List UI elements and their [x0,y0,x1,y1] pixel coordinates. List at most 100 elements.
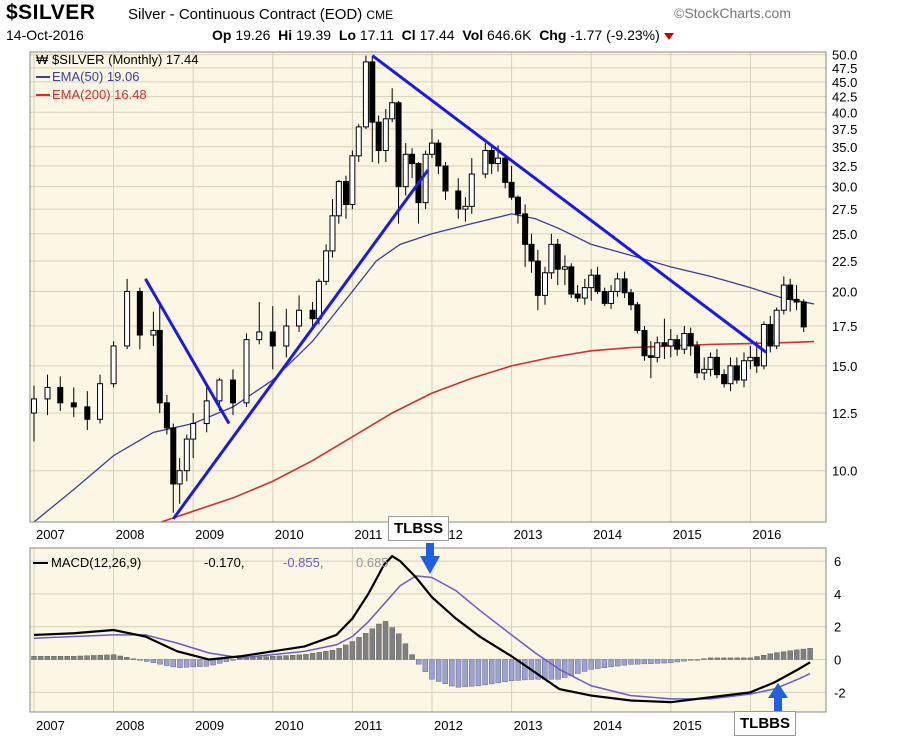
histogram-bar [561,659,568,678]
candle-body [654,342,661,358]
tlbss-callout: TLBSS [388,516,450,541]
price-y-tick-label: 20.0 [832,284,857,299]
candle-body [462,205,469,210]
candle-body [369,61,376,123]
candle-body [793,298,800,303]
candle-body [647,355,654,358]
candle-body [574,293,581,299]
macd-line [33,554,811,704]
candle-body [554,243,561,270]
histogram-bar [469,659,475,687]
macd-x-axis-ticks: 2007200820092010201120122013201420152016 [36,718,781,733]
price-x-tick-label: 2009 [195,527,224,542]
candle-body [309,309,316,320]
candle-body [435,142,442,167]
volume-value: 646.6K [487,27,532,43]
candle-body [44,386,51,400]
price-legend-text: $SILVER (Monthly) 17.44 [52,52,198,67]
close-label: Cl [401,27,416,43]
histogram-bar [84,655,90,660]
histogram-bar [64,656,70,660]
candle-body [163,402,170,429]
chart-title: Silver - Continuous Contract (EOD) CME [128,6,393,23]
histogram-bar [601,659,608,668]
price-y-axis-ticks: 10.0 12.5 15.0 17.5 20.0 22.5 25.0 27.5 30.0 32.5… [832,48,857,479]
candle-body [694,345,701,374]
histogram-bar [542,659,548,680]
histogram-bar [97,654,104,660]
price-y-tick-label: 15.0 [832,359,857,374]
histogram-bar [621,659,628,666]
macd-legend-value: -0.170, [204,555,244,570]
macd-x-tick-label: 2011 [354,718,382,733]
candle-body [634,304,641,331]
macd-histogram [31,621,813,688]
price-y-tick-label: 17.5 [832,319,857,334]
quote-summary: Op 19.26 Hi 19.39 Lo 17.11 Cl 17.44 Vol … [212,27,674,43]
candle-body [701,368,708,374]
histogram-bar [787,650,793,660]
price-x-tick-label: 2011 [354,527,382,542]
candle-body [621,278,628,294]
histogram-bar [362,633,369,660]
macd-x-tick-label: 2013 [514,718,543,733]
histogram-bar [190,659,196,668]
candle-body [733,365,740,381]
candle-body [594,274,601,292]
candle-body [747,356,754,362]
histogram-bar [409,654,415,660]
price-candles [30,55,807,513]
candle-body [156,329,163,404]
macd-y-tick-label: 2 [834,620,841,635]
price-y-tick-label: 30.0 [832,180,857,195]
histogram-bar [535,659,541,680]
histogram-bar [727,657,734,660]
candle-body [687,332,694,347]
histogram-bar [734,657,740,660]
histogram-bar [634,659,641,665]
high-label: Hi [278,27,293,43]
candle-body [514,196,521,215]
histogram-bar [754,656,760,660]
candle-body [335,181,342,217]
candle-body [362,61,369,128]
candle-body [455,190,462,210]
histogram-bar [256,656,263,660]
trendline [172,169,430,520]
price-y-tick-label: 22.5 [832,254,857,269]
histogram-bar [343,644,349,660]
histogram-bar [51,656,57,660]
histogram-bar [356,637,362,660]
price-y-tick-label: 27.5 [832,202,857,217]
candle-body [787,284,794,300]
histogram-bar [429,659,435,680]
stockcharts-logo[interactable]: ©StockCharts.com [674,5,791,21]
histogram-bar [482,659,488,686]
candle-body [190,423,197,440]
price-x-tick-label: 2013 [514,527,543,542]
candle-body [667,339,674,347]
macd-legend-name: MACD(12,26,9) [51,555,141,570]
histogram-bar [416,659,422,665]
candle-body [780,284,787,311]
histogram-bar [396,633,402,660]
histogram-bar [309,653,316,660]
candle-body [601,290,608,304]
candle-body [124,290,131,347]
ema50-path [33,213,815,523]
histogram-bar [714,657,720,660]
histogram-bar [548,659,555,680]
candle-body [216,379,223,402]
price-y-tick-label: 40.0 [832,105,857,120]
tlbbs-callout: TLBBS [734,711,796,736]
histogram-bar [203,659,210,667]
histogram-bar [376,623,382,660]
candle-body [283,325,290,347]
candle-body [422,153,429,204]
histogram-bar [661,659,667,664]
histogram-bar [800,648,807,660]
candle-body [70,402,77,408]
histogram-bar [57,656,64,660]
macd-y-tick-label: 6 [834,554,841,569]
price-panel-grid [30,52,826,522]
